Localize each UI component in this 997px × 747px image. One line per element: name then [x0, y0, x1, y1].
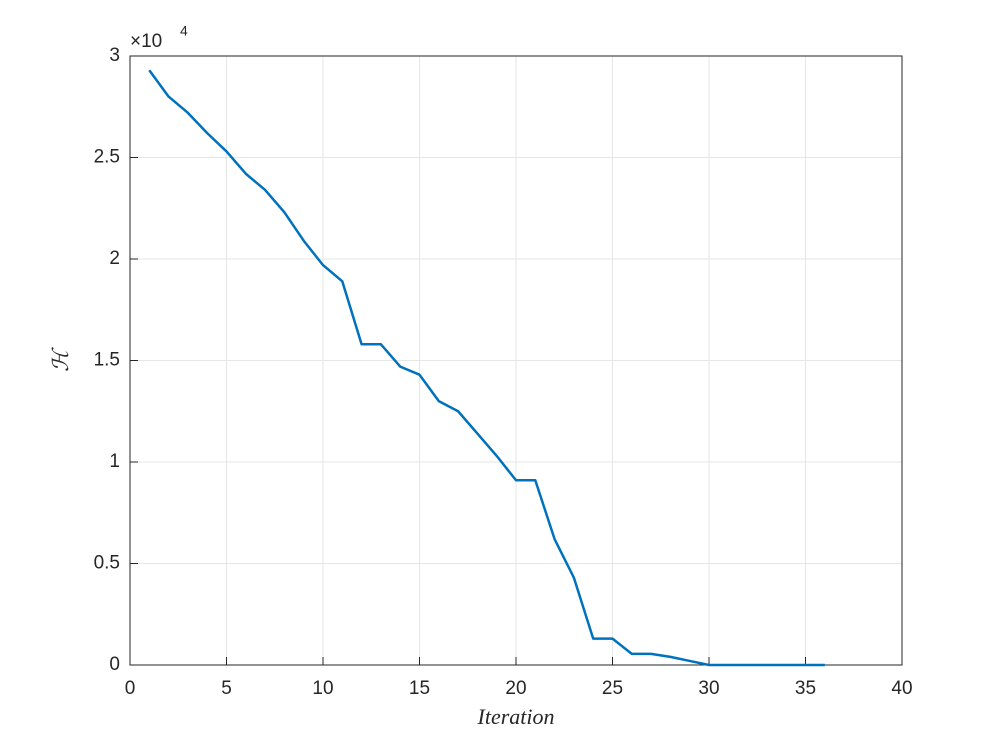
y-multiplier: ×10 — [130, 31, 162, 52]
y-tick-label: 1 — [109, 451, 120, 472]
axes-box — [129, 55, 903, 666]
x-tick-label: 40 — [891, 678, 912, 699]
x-tick-label: 20 — [505, 678, 526, 699]
y-axis-label: ℋ — [49, 347, 74, 372]
y-tick-label: 0.5 — [94, 553, 120, 574]
x-tick-label: 15 — [409, 678, 430, 699]
y-multiplier-exponent: 4 — [180, 23, 188, 39]
y-tick-label: 1.5 — [94, 350, 120, 371]
y-tick-label: 3 — [109, 45, 120, 66]
x-tick-label: 25 — [602, 678, 623, 699]
x-tick-label: 10 — [312, 678, 333, 699]
x-tick-label: 35 — [795, 678, 816, 699]
data-line — [148, 69, 825, 667]
x-tick-label: 0 — [125, 678, 136, 699]
y-tick-label: 2 — [109, 248, 120, 269]
y-tick-label: 0 — [109, 654, 120, 675]
x-axis-label: Iteration — [477, 704, 555, 729]
x-tick-label: 5 — [221, 678, 232, 699]
x-tick-label: 30 — [698, 678, 719, 699]
y-tick-label: 2.5 — [94, 147, 120, 168]
